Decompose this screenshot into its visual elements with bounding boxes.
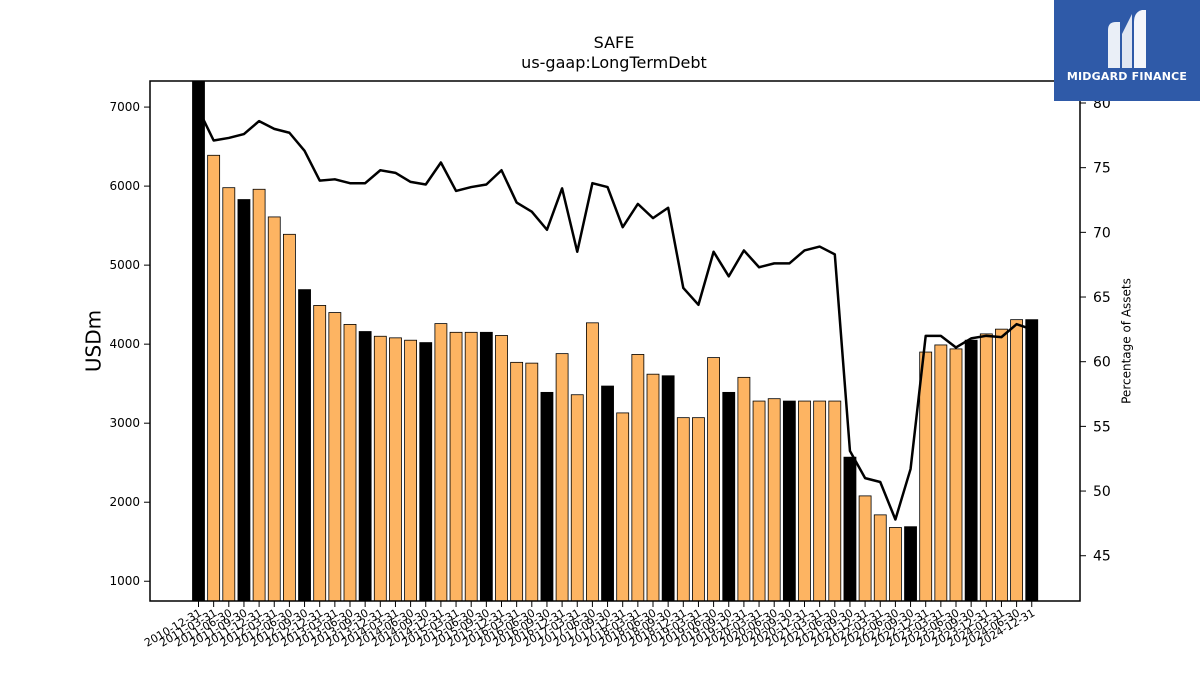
bar-2015-03-31: [449, 331, 463, 602]
bar-2017-03-31: [570, 394, 584, 602]
bar-2024-03-31: [995, 328, 1008, 602]
bar-2015-09-30: [479, 331, 493, 602]
bar-2021-09-30: [843, 456, 857, 602]
bar-2024-06-30: [1010, 319, 1023, 602]
bar-2014-06-30: [404, 339, 418, 602]
bar-2020-03-31: [752, 400, 766, 602]
bar-2019-06-30: [707, 357, 720, 602]
plot-frame: [149, 80, 1081, 602]
bar-2020-09-30: [782, 400, 796, 602]
bar-2013-03-31: [328, 312, 342, 602]
bar-2024-12-31: [1025, 319, 1039, 602]
y-axis-label: USDm: [82, 310, 106, 372]
bar-2022-06-30: [889, 527, 902, 602]
y2-tick-label: 75: [1093, 161, 1111, 177]
bar-2022-09-30: [904, 526, 917, 602]
bar-2022-03-31: [873, 514, 887, 602]
bar-2017-09-30: [601, 385, 614, 602]
y-tick-label: 1000: [109, 574, 140, 588]
bar-2016-03-31: [510, 361, 524, 602]
bar-2017-06-30: [586, 322, 599, 602]
bar-2014-03-31: [389, 337, 402, 602]
bar-2018-03-31: [631, 354, 645, 602]
line-series: [197, 108, 1033, 521]
y-tick-label: 6000: [109, 179, 140, 193]
bar-2019-09-30: [722, 391, 736, 602]
y-tick-label: 4000: [109, 337, 140, 351]
x-axis: 2010-12-312011-03-312011-06-302011-09-30…: [142, 601, 1037, 650]
bar-2015-12-31: [495, 335, 508, 602]
bar-2015-06-30: [464, 331, 478, 602]
y2-tick-label: 70: [1093, 225, 1111, 241]
bar-2020-12-31: [798, 400, 811, 602]
bar-2016-09-30: [540, 391, 554, 602]
y2-tick-label: 60: [1093, 355, 1111, 371]
bar-2011-12-31: [252, 188, 266, 602]
bar-2012-06-30: [282, 233, 296, 602]
bar-2013-06-30: [343, 323, 357, 602]
bar-2023-06-30: [949, 348, 963, 602]
y-tick-label: 2000: [109, 495, 140, 509]
logo-text: MIDGARD FINANCE: [1066, 70, 1188, 83]
bar-2019-03-31: [692, 417, 705, 602]
bar-2012-09-30: [298, 289, 311, 602]
logo: MIDGARD FINANCE: [1054, 0, 1200, 101]
y-tick-label: 5000: [109, 258, 140, 272]
y2-tick-label: 65: [1093, 290, 1111, 306]
bar-2017-12-31: [616, 412, 630, 602]
bar-2023-12-31: [979, 333, 993, 602]
bar-2016-12-31: [555, 353, 569, 602]
y2-tick-label: 50: [1093, 484, 1111, 500]
bar-2010-12-31: [192, 80, 205, 602]
y2-tick-label: 45: [1093, 549, 1111, 565]
y2-tick-label: 55: [1093, 419, 1111, 435]
chart-title: SAFE: [594, 33, 635, 52]
bar-2013-12-31: [373, 335, 387, 602]
bar-2023-09-30: [964, 339, 978, 602]
bar-2021-12-31: [858, 495, 872, 602]
percentage-of-assets-line: [197, 108, 1033, 521]
y2-axis-label: Percentage of Assets: [1120, 278, 1134, 404]
bar-2022-12-31: [919, 351, 933, 602]
bar-series: [192, 80, 1039, 602]
bar-2012-12-31: [313, 305, 327, 602]
bar-2016-06-30: [525, 362, 539, 602]
bar-2021-06-30: [828, 400, 842, 602]
bar-2013-09-30: [358, 331, 372, 602]
bar-2018-06-30: [646, 373, 660, 602]
bar-2012-03-31: [267, 216, 281, 602]
midgard-logo-icon: [1108, 10, 1146, 68]
y-tick-label: 7000: [109, 100, 140, 114]
bar-2018-12-31: [676, 417, 690, 602]
bar-2018-09-30: [661, 375, 675, 602]
bar-2011-09-30: [237, 199, 251, 602]
bar-2011-03-31: [207, 154, 221, 602]
chart-subtitle: us-gaap:LongTermDebt: [521, 53, 707, 72]
bar-2021-03-31: [813, 400, 827, 602]
bar-2020-06-30: [767, 398, 781, 602]
bar-2019-12-31: [737, 376, 751, 602]
y-tick-label: 3000: [109, 416, 140, 430]
bar-2023-03-31: [934, 344, 948, 602]
y-axis-left: 1000 2000 3000 4000 5000 6000 7000: [109, 100, 150, 588]
bar-2014-09-30: [419, 342, 433, 602]
bar-2011-06-30: [222, 187, 236, 602]
bar-2014-12-31: [434, 323, 448, 602]
